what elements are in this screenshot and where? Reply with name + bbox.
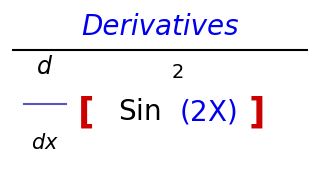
Text: $\mathbf{]}$: $\mathbf{]}$ — [248, 94, 264, 130]
Text: $\mathit{dx}$: $\mathit{dx}$ — [31, 133, 59, 153]
Text: $\mathrm{Sin}$: $\mathrm{Sin}$ — [118, 98, 161, 126]
Text: $\mathrm{2}$: $\mathrm{2}$ — [172, 62, 184, 82]
Text: $\mathit{d}$: $\mathit{d}$ — [36, 55, 53, 79]
Text: $\mathbf{[}$: $\mathbf{[}$ — [77, 94, 93, 130]
Text: $\mathrm{(2X)}$: $\mathrm{(2X)}$ — [179, 97, 237, 126]
Text: Derivatives: Derivatives — [81, 13, 239, 41]
